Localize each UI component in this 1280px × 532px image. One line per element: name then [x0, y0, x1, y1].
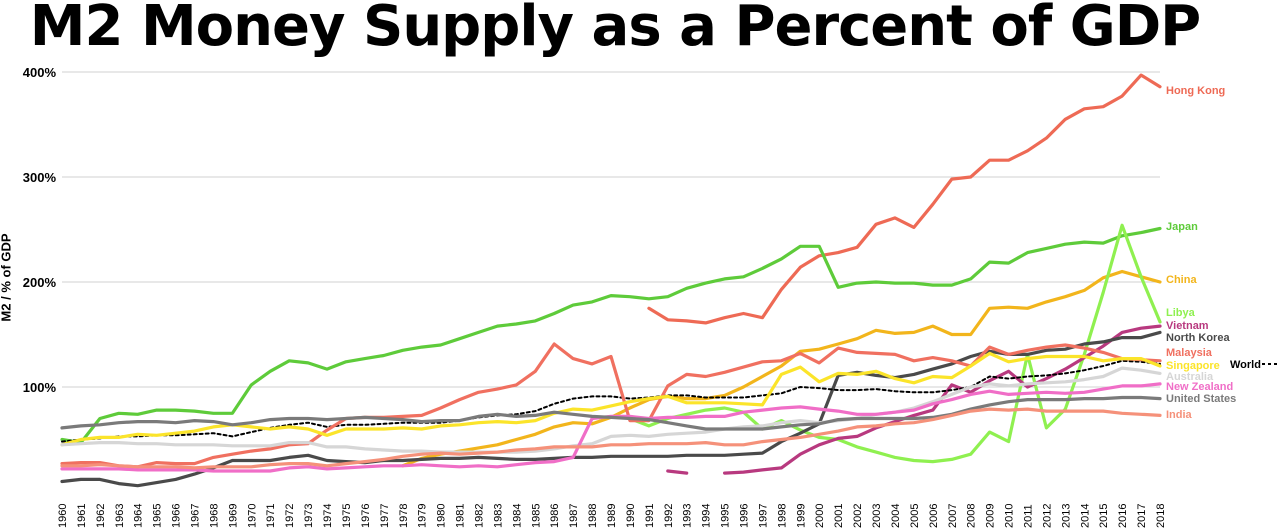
- series-line-united-states: [60, 395, 1162, 431]
- gridlines: [62, 71, 1160, 388]
- series-label-libya: Libya: [1166, 307, 1196, 319]
- x-tick-label: 2000: [814, 504, 826, 528]
- x-tick-label: 2007: [947, 504, 959, 528]
- x-tick-label: 2017: [1136, 504, 1148, 528]
- y-tick-label: 300%: [23, 170, 57, 185]
- series-label-singapore: Singapore: [1166, 360, 1220, 372]
- x-tick-label: 1983: [492, 504, 504, 528]
- x-tick-label: 1976: [360, 504, 372, 528]
- x-tick-label: 1998: [776, 504, 788, 528]
- x-tick-label: 1986: [549, 504, 561, 528]
- x-tick-label: 2010: [1004, 504, 1016, 528]
- series-label-new-zealand: New Zealand: [1166, 381, 1233, 393]
- x-tick-label: 1997: [757, 504, 769, 528]
- series-lines: [60, 73, 1162, 488]
- x-tick-label: 2005: [909, 504, 921, 528]
- series-line-world: [61, 359, 1161, 443]
- x-tick-label: 2011: [1022, 504, 1034, 528]
- y-tick-label: 200%: [23, 275, 57, 290]
- x-tick-label: 1993: [682, 504, 694, 528]
- series-line-australia: [60, 366, 1162, 454]
- series-line-libya: [628, 223, 1162, 464]
- x-tick-label: 2013: [1060, 504, 1072, 528]
- series-label-north-korea: North Korea: [1166, 332, 1230, 344]
- x-tick-label: 1975: [341, 504, 353, 528]
- x-tick-label: 1966: [171, 504, 183, 528]
- series-label-world: World: [1230, 359, 1261, 371]
- x-tick-label: 1972: [284, 504, 296, 528]
- x-tick-label: 1984: [511, 504, 523, 528]
- series-label-china: China: [1166, 274, 1197, 286]
- x-tick-label: 1967: [190, 504, 202, 528]
- series-label-australia: Australia: [1166, 371, 1214, 383]
- series-line-north-korea: [60, 330, 1162, 488]
- x-tick-label: 1962: [95, 504, 107, 528]
- x-tick-label: 1964: [133, 504, 145, 528]
- x-tick-label: 1990: [625, 504, 637, 528]
- x-tick-label: 2018: [1155, 504, 1167, 528]
- chart-title: M2 Money Supply as a Percent of GDP: [29, 0, 1201, 59]
- x-tick-label: 1994: [701, 504, 713, 528]
- series-label-united-states: United States: [1166, 393, 1236, 405]
- x-tick-label: 1985: [530, 504, 542, 528]
- x-tick-label: 1999: [795, 504, 807, 528]
- x-tick-label: 1996: [739, 504, 751, 528]
- x-tick-label: 1995: [720, 504, 732, 528]
- x-tick-label: 2015: [1098, 504, 1110, 528]
- series-line-india: [60, 407, 1162, 470]
- series-line-singapore: [60, 351, 1162, 447]
- x-tick-label: 1982: [473, 504, 485, 528]
- x-tick-label: 1992: [663, 504, 675, 528]
- series-label-malaysia: Malaysia: [1166, 347, 1213, 359]
- y-tick-label: 400%: [23, 65, 57, 80]
- x-axis-ticks: 1960 1961 1962 1963 1964 1965 1966 1967 1968 1969…: [57, 504, 1167, 528]
- series-line-malaysia: [60, 342, 1162, 469]
- x-tick-label: 2004: [890, 504, 902, 528]
- x-tick-label: 1988: [587, 504, 599, 528]
- x-tick-label: 2014: [1079, 504, 1091, 528]
- x-tick-label: 1980: [436, 504, 448, 528]
- x-tick-label: 1969: [227, 504, 239, 528]
- x-tick-label: 1961: [76, 504, 88, 528]
- x-tick-label: 2012: [1041, 504, 1053, 528]
- x-tick-label: 2002: [852, 504, 864, 528]
- x-tick-label: 2003: [871, 504, 883, 528]
- series-label-vietnam: Vietnam: [1166, 320, 1209, 332]
- x-tick-label: 2009: [985, 504, 997, 528]
- x-tick-label: 1978: [398, 504, 410, 528]
- x-tick-label: 1987: [568, 504, 580, 528]
- x-tick-label: 1963: [114, 504, 126, 528]
- x-tick-label: 2001: [833, 504, 845, 528]
- x-tick-label: 1981: [455, 504, 467, 528]
- y-axis-ticks: 100% 200% 300% 400%: [23, 65, 57, 395]
- series-label-india: India: [1166, 409, 1193, 421]
- x-tick-label: 1974: [322, 504, 334, 528]
- x-tick-label: 1968: [208, 504, 220, 528]
- x-tick-label: 1960: [57, 504, 69, 528]
- series-line-japan: [60, 226, 1162, 445]
- series-label-hong-kong: Hong Kong: [1166, 85, 1225, 97]
- x-tick-label: 1989: [606, 504, 618, 528]
- x-tick-label: 1965: [152, 504, 164, 528]
- x-tick-label: 1971: [265, 504, 277, 528]
- x-tick-label: 2006: [928, 504, 940, 528]
- x-tick-label: 1991: [644, 504, 656, 528]
- y-tick-label: 100%: [23, 380, 57, 395]
- x-tick-label: 1979: [417, 504, 429, 528]
- series-label-japan: Japan: [1166, 221, 1198, 233]
- x-tick-label: 2016: [1117, 504, 1129, 528]
- x-tick-label: 1973: [303, 504, 315, 528]
- x-tick-label: 1970: [246, 504, 258, 528]
- x-tick-label: 2008: [966, 504, 978, 528]
- x-tick-label: 1977: [379, 504, 391, 528]
- series-line-china: [401, 269, 1162, 468]
- series-line-hong-kong: [647, 73, 1162, 325]
